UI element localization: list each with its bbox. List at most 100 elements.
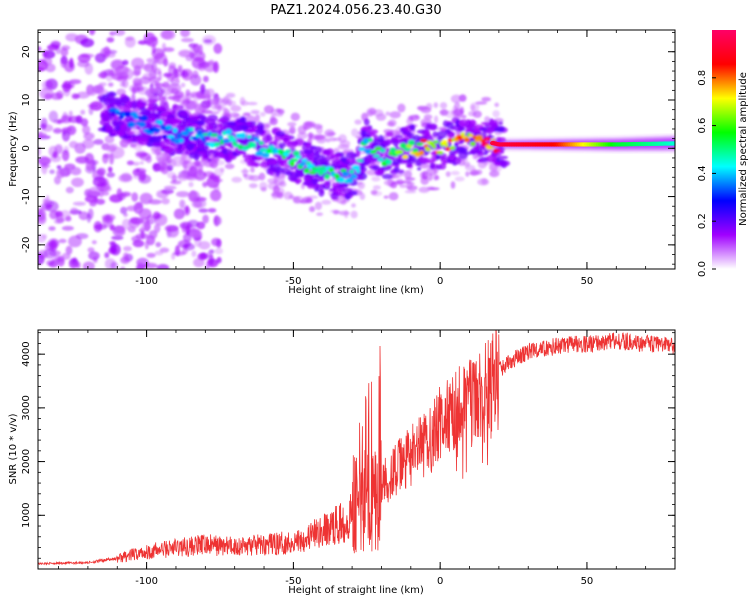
heatmap-cell: [439, 163, 447, 170]
heatmap-cell: [171, 110, 176, 115]
heatmap-cell: [210, 102, 222, 111]
heatmap-cell: [303, 180, 315, 186]
heatmap-cell: [350, 153, 355, 159]
heatmap-cell: [135, 168, 140, 173]
heatmap-cell: [230, 105, 242, 112]
heatmap-cell: [78, 211, 89, 221]
heatmap-cell: [274, 112, 284, 117]
heatmap-cell: [408, 114, 420, 121]
heatmap-cell: [355, 150, 361, 157]
heatmap-cell: [105, 74, 113, 82]
heatmap-cell: [149, 88, 160, 93]
heatmap-cell: [43, 248, 57, 259]
heatmap-cell: [275, 131, 286, 137]
heatmap-cell: [330, 192, 339, 200]
heatmap-cell: [155, 241, 162, 248]
colorbar-tick-label: 0.4: [697, 165, 708, 181]
heatmap-cell: [190, 231, 202, 239]
heatmap-cell: [61, 225, 74, 231]
heatmap-cell: [154, 67, 161, 75]
heatmap-cell: [162, 134, 168, 139]
heatmap-cell: [131, 100, 139, 108]
heatmap-cell: [242, 168, 248, 177]
heatmap-cell: [179, 199, 186, 209]
heatmap-cell: [192, 70, 199, 79]
heatmap-cell: [432, 173, 439, 181]
heatmap-cell: [314, 201, 322, 211]
heatmap-cell: [389, 111, 401, 119]
heatmap-cell: [431, 154, 437, 162]
heatmap-cell: [133, 145, 142, 151]
colorbar-tick-label: 0.6: [697, 118, 708, 134]
heatmap-cell: [191, 150, 199, 155]
heatmap-cell: [146, 252, 156, 258]
heatmap-cell: [292, 196, 300, 204]
heatmap-cell: [494, 127, 505, 133]
heatmap-cell: [453, 130, 462, 135]
heatmap-cell: [305, 197, 313, 204]
heatmap-cell: [181, 130, 189, 136]
x-tick-label: -50: [285, 576, 301, 587]
heatmap-cell: [38, 46, 42, 52]
heatmap-cell: [141, 134, 151, 139]
heatmap-cell: [99, 118, 111, 126]
heatmap-cell: [259, 148, 268, 153]
heatmap-cell: [180, 30, 191, 38]
heatmap-cell: [163, 185, 177, 190]
heatmap-cell: [128, 84, 139, 93]
heatmap-cell: [303, 168, 310, 174]
heatmap-cell: [357, 181, 365, 190]
heatmap-cell: [95, 198, 106, 205]
heatmap-cell: [483, 137, 491, 141]
heatmap-cell: [450, 181, 456, 189]
heatmap-cell: [468, 133, 474, 137]
heatmap-cell: [154, 223, 161, 233]
heatmap-cell: [340, 156, 348, 163]
heatmap-cell: [324, 173, 330, 180]
heatmap-cell: [338, 176, 345, 183]
heatmap-cell: [132, 161, 140, 166]
heatmap-cell: [158, 95, 166, 102]
heatmap-cell: [151, 117, 156, 122]
heatmap-cell: [393, 166, 400, 172]
heatmap-cell: [124, 111, 132, 117]
heatmap-cell: [102, 116, 114, 121]
heatmap-cell: [259, 161, 270, 169]
heatmap-cell: [54, 175, 61, 185]
heatmap-cell: [216, 256, 222, 264]
heatmap-cell: [265, 135, 273, 142]
heatmap-cell: [195, 92, 202, 98]
heatmap-cell: [38, 213, 47, 225]
heatmap-cell: [449, 154, 455, 161]
heatmap-cell: [49, 169, 55, 175]
heatmap-cell: [146, 98, 158, 104]
heatmap-cell: [135, 265, 145, 269]
heatmap-cell: [417, 167, 422, 171]
spectrogram-y-ticks: -20 -10 0 10 20: [21, 32, 675, 265]
heatmap-cell: [107, 155, 119, 160]
heatmap-cell: [126, 160, 135, 166]
heatmap-cell: [388, 192, 399, 201]
heatmap-cell: [104, 135, 115, 144]
heatmap-cell: [340, 168, 347, 173]
heatmap-cell: [494, 148, 502, 152]
heatmap-cell: [98, 169, 104, 176]
heatmap-cell: [246, 135, 252, 139]
heatmap-cell: [182, 99, 190, 105]
heatmap-cell: [263, 105, 274, 114]
heatmap-cell: [222, 139, 231, 144]
heatmap-cell: [115, 99, 122, 108]
heatmap-cell: [137, 101, 148, 107]
heatmap-cell: [255, 114, 260, 121]
heatmap-cell: [38, 156, 51, 166]
heatmap-cell: [321, 199, 332, 205]
heatmap-cell: [110, 261, 119, 269]
heatmap-cell: [181, 37, 194, 43]
heatmap-cell: [278, 142, 287, 148]
heatmap-cell: [121, 218, 131, 230]
heatmap-cell: [122, 252, 129, 262]
x-tick-label: 0: [437, 576, 443, 587]
heatmap-cell: [466, 125, 473, 133]
heatmap-cell: [383, 195, 389, 199]
heatmap-cell: [201, 109, 213, 114]
